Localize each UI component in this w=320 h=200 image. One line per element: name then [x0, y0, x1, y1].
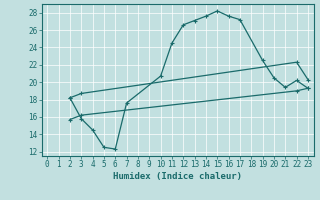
X-axis label: Humidex (Indice chaleur): Humidex (Indice chaleur): [113, 172, 242, 181]
